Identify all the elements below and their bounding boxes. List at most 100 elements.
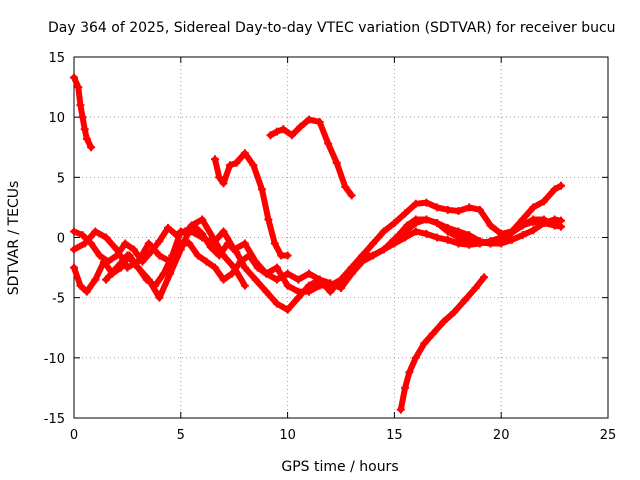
data-point	[70, 263, 78, 272]
data-point	[518, 231, 527, 240]
data-point	[465, 203, 474, 212]
data-point	[433, 233, 442, 242]
data-point	[76, 281, 85, 290]
series-line	[103, 216, 248, 301]
data-point	[193, 251, 202, 260]
data-point	[428, 329, 437, 338]
data-point	[411, 353, 420, 362]
data-point	[557, 181, 566, 190]
data-point	[270, 239, 279, 248]
data-point	[232, 158, 241, 167]
data-point	[155, 237, 164, 246]
data-point	[411, 199, 420, 208]
data-point	[507, 235, 516, 244]
data-point	[369, 239, 378, 248]
data-point	[529, 226, 538, 235]
data-point	[272, 263, 281, 272]
data-point	[91, 227, 100, 236]
data-point	[486, 239, 495, 248]
data-point	[550, 185, 559, 194]
data-point	[240, 263, 249, 272]
x-tick-label: 25	[600, 428, 617, 443]
data-point	[187, 221, 196, 230]
data-point	[163, 223, 172, 232]
data-point	[82, 134, 91, 143]
data-point	[394, 231, 403, 240]
data-point	[283, 251, 292, 260]
y-tick-label: 5	[57, 171, 65, 186]
data-point	[486, 221, 495, 230]
data-point	[539, 219, 548, 228]
x-tick-label: 20	[493, 428, 510, 443]
data-point	[369, 251, 378, 260]
data-point	[480, 273, 489, 282]
y-tick-label: -10	[44, 352, 65, 367]
data-point	[315, 117, 324, 126]
data-point	[283, 305, 292, 314]
data-point	[304, 115, 313, 124]
data-point	[102, 233, 111, 242]
data-point	[87, 143, 96, 152]
data-point	[272, 127, 281, 136]
series-trace-4	[396, 273, 489, 414]
data-point	[123, 251, 132, 260]
data-point	[454, 233, 463, 242]
data-point	[215, 173, 224, 182]
data-point	[420, 339, 429, 348]
data-point	[475, 238, 484, 247]
data-point	[443, 205, 452, 214]
series-trace-1	[70, 73, 96, 152]
data-point	[70, 245, 78, 254]
data-point	[257, 185, 266, 194]
y-tick-label: -15	[44, 412, 65, 427]
data-point	[230, 245, 239, 254]
data-point	[144, 239, 153, 248]
data-point	[539, 197, 548, 206]
data-point	[121, 239, 130, 248]
data-point	[283, 281, 292, 290]
data-point	[358, 251, 367, 260]
series-trace-5	[70, 215, 566, 314]
data-point	[422, 215, 431, 224]
y-tick-label: -5	[52, 292, 65, 307]
data-point	[401, 383, 410, 392]
data-point	[225, 161, 234, 170]
data-point	[210, 155, 219, 164]
data-point	[304, 287, 313, 296]
data-point	[296, 122, 305, 131]
data-point	[287, 131, 296, 140]
data-point	[123, 263, 132, 272]
data-point	[208, 233, 217, 242]
series-trace-8	[102, 215, 249, 302]
series-line	[397, 274, 488, 413]
data-point	[460, 296, 469, 305]
data-point	[264, 215, 273, 224]
x-tick-label: 10	[279, 428, 296, 443]
data-point	[337, 275, 345, 284]
data-point	[324, 139, 333, 148]
data-point	[78, 231, 87, 240]
data-point	[294, 287, 303, 296]
data-point	[390, 219, 399, 228]
data-point	[112, 245, 121, 254]
data-point	[443, 235, 452, 244]
data-point	[433, 219, 442, 228]
data-point	[315, 281, 324, 290]
data-point	[236, 257, 245, 266]
data-point	[405, 368, 414, 377]
data-point	[240, 281, 249, 290]
data-point	[279, 125, 288, 134]
x-axis-label: GPS time / hours	[281, 459, 398, 475]
data-point	[251, 275, 260, 284]
data-point	[465, 237, 474, 246]
data-point	[219, 251, 228, 260]
data-point	[198, 233, 207, 242]
data-point	[78, 113, 87, 122]
data-point	[82, 287, 91, 296]
data-point	[144, 275, 153, 284]
data-point	[422, 198, 431, 207]
data-point	[439, 317, 448, 326]
data-point	[240, 149, 249, 158]
data-point	[91, 275, 100, 284]
data-point	[326, 281, 335, 290]
